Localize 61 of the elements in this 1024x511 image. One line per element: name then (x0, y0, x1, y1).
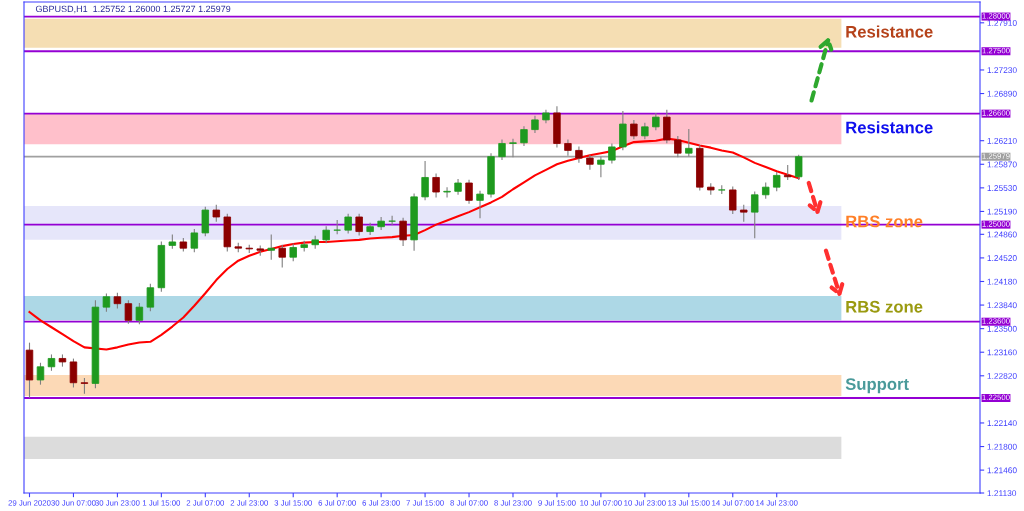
candlestick (564, 139, 572, 156)
candlestick (366, 222, 374, 235)
y-tick-label: 1.27230 (987, 67, 1017, 74)
y-tick-label: 1.23500 (987, 325, 1017, 332)
candlestick (465, 179, 473, 204)
y-tick-label: 1.24520 (987, 255, 1017, 261)
candlestick (388, 215, 396, 226)
candlestick (630, 120, 638, 140)
y-tick-label: 1.25530 (987, 185, 1017, 191)
candlestick (124, 300, 133, 324)
candlestick (421, 160, 429, 201)
candlestick (135, 303, 144, 325)
candlestick (773, 172, 781, 192)
candlestick (377, 217, 385, 231)
y-tick-label: 1.24860 (987, 231, 1017, 238)
candlestick (443, 187, 451, 198)
y-tick-label: 1.25190 (987, 208, 1017, 215)
y-tick-label: 1.21800 (987, 443, 1017, 450)
candlestick (586, 154, 594, 170)
candlestick (597, 156, 605, 178)
y-tick-label: 1.27910 (987, 20, 1017, 26)
y-tick-label: 1.23840 (987, 302, 1017, 309)
band-label: Resistance (846, 25, 933, 38)
candlestick (146, 283, 155, 312)
candlestick (498, 139, 506, 160)
band-label: Support (845, 378, 909, 394)
y-tick-label: 1.21130 (987, 490, 1017, 497)
candlestick (432, 173, 440, 198)
candlestick (267, 234, 275, 260)
candlestick (729, 186, 737, 215)
band-label: RBS zone (846, 300, 923, 313)
chart-title: GBPUSD,H1 1.25752 1.26000 1.25727 1.25979 (35, 5, 231, 14)
y-tick-label: 1.21460 (987, 467, 1017, 474)
candlestick (509, 138, 517, 158)
candlestick (190, 228, 199, 253)
candlestick (278, 244, 286, 268)
y-tick-label: 1.26210 (987, 137, 1017, 144)
candlestick (355, 213, 363, 236)
line-series (28, 137, 800, 351)
candlestick (619, 111, 627, 151)
candlestick (685, 129, 693, 157)
candlestick (201, 206, 210, 237)
candlestick (69, 358, 78, 388)
y-tick-label: 1.22140 (987, 420, 1017, 427)
y-tick-label: 1.25870 (987, 161, 1017, 168)
candlestick (663, 109, 671, 144)
y-tick-label: 1.23160 (987, 349, 1017, 356)
candlestick (399, 217, 407, 246)
y-tick-label: 1.24180 (987, 278, 1017, 285)
candlestick (608, 143, 616, 164)
candlestick (751, 191, 759, 239)
y-tick-label: 1.22820 (987, 373, 1017, 379)
candlestick (575, 146, 583, 163)
candlestick (674, 135, 682, 158)
candlestick (520, 126, 528, 147)
candlestick (36, 362, 45, 385)
candlestick (476, 190, 484, 219)
candlestick (794, 154, 803, 181)
band-label: Resistance (846, 121, 933, 134)
candlestick (344, 213, 352, 234)
y-tick-label: 1.26890 (987, 90, 1017, 97)
